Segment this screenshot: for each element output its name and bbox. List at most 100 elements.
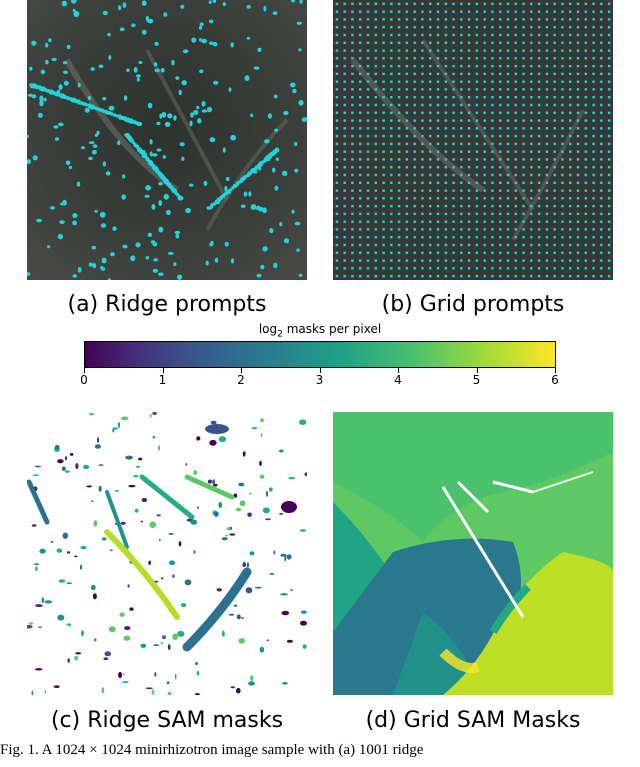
ridge-prompt-point xyxy=(206,206,213,210)
grid-prompt-point xyxy=(359,33,362,37)
ridge-prompt-point xyxy=(209,243,213,247)
ridge-prompt-point xyxy=(212,42,218,47)
grid-prompt-point xyxy=(569,204,572,208)
grid-prompt-point xyxy=(390,127,393,130)
grid-prompt-point xyxy=(514,33,517,37)
grid-prompt-point xyxy=(569,259,572,262)
mask-blob xyxy=(248,681,255,686)
ridge-prompt-point xyxy=(122,2,127,8)
grid-prompt-point xyxy=(522,173,525,177)
grid-prompt-point xyxy=(607,243,611,247)
grid-prompt-point xyxy=(561,158,564,161)
mask-blob xyxy=(158,538,161,542)
grid-prompt-point xyxy=(374,96,377,99)
grid-prompt-point xyxy=(553,80,556,83)
grid-prompt-point xyxy=(467,204,471,208)
ridge-prompt-point xyxy=(191,37,197,43)
mask-blob xyxy=(152,435,156,439)
grid-prompt-point xyxy=(545,150,549,153)
mask-blob xyxy=(286,639,293,643)
ridge-prompt-point xyxy=(290,82,296,88)
grid-prompt-point xyxy=(405,204,409,208)
ridge-prompt-point xyxy=(63,70,68,75)
grid-prompt-point xyxy=(600,173,603,177)
ridge-prompt-point xyxy=(246,5,251,9)
grid-prompt-point xyxy=(397,80,401,83)
mask-blob xyxy=(58,579,66,583)
grid-prompt-point xyxy=(429,259,432,262)
grid-prompt-point xyxy=(397,2,401,6)
mask-blob xyxy=(145,687,153,690)
grid-prompt-point xyxy=(499,259,502,262)
ridge-prompt-point xyxy=(81,146,85,150)
grid-prompt-point xyxy=(374,111,377,114)
grid-prompt-point xyxy=(592,103,595,107)
grid-prompt-point xyxy=(561,88,564,91)
grid-prompt-point xyxy=(514,212,517,216)
grid-prompt-point xyxy=(553,166,556,169)
grid-prompt-point xyxy=(452,111,455,114)
grid-prompt-point xyxy=(429,57,432,60)
ridge-prompt-point xyxy=(207,106,213,113)
grid-prompt-point xyxy=(359,173,362,177)
grid-prompt-point xyxy=(405,127,409,130)
caption-d: (d) Grid SAM Masks xyxy=(365,708,581,733)
colorbar-tick-label: 2 xyxy=(237,373,245,387)
grid-prompt-point xyxy=(522,10,525,13)
ridge-prompt-point xyxy=(149,139,153,145)
grid-prompt-point xyxy=(429,236,432,239)
grid-prompt-point xyxy=(351,259,354,262)
grid-prompt-point xyxy=(561,181,564,184)
grid-prompt-point xyxy=(483,181,486,184)
grid-prompt-point xyxy=(343,111,346,114)
mask-blob xyxy=(151,689,155,695)
grid-prompt-point xyxy=(537,119,541,122)
grid-prompt-point xyxy=(499,166,502,169)
ridge-prompt-point xyxy=(98,64,104,69)
grid-prompt-point xyxy=(491,212,494,216)
grid-prompt-point xyxy=(569,236,572,239)
grid-prompt-point xyxy=(413,220,416,223)
grid-prompt-point xyxy=(343,212,346,216)
mask-blob xyxy=(279,449,284,453)
grid-prompt-point xyxy=(506,220,510,223)
grid-prompt-point xyxy=(436,64,440,68)
grid-prompt-point xyxy=(576,119,580,122)
grid-prompt-point xyxy=(545,166,549,169)
ridge-prompt-point xyxy=(73,11,80,17)
ridge-prompt-point xyxy=(298,273,303,277)
grid-prompt-point xyxy=(421,228,424,231)
grid-prompt-point xyxy=(475,127,479,130)
grid-prompt-point xyxy=(429,267,432,270)
ridge-prompt-point xyxy=(94,209,98,213)
grid-prompt-point xyxy=(576,111,580,114)
ridge-prompt-point xyxy=(122,174,126,179)
grid-prompt-point xyxy=(374,72,377,76)
grid-prompt-point xyxy=(343,236,346,239)
mask-blob xyxy=(140,520,144,523)
grid-prompt-point xyxy=(366,150,370,153)
grid-prompt-point xyxy=(335,80,339,83)
grid-prompt-point xyxy=(514,142,517,146)
grid-prompt-point xyxy=(343,267,346,270)
grid-prompt-point xyxy=(390,189,393,192)
grid-prompt-point xyxy=(561,64,564,68)
grid-prompt-point xyxy=(475,111,479,114)
grid-prompt-point xyxy=(359,150,362,153)
grid-prompt-point xyxy=(366,212,370,216)
grid-prompt-point xyxy=(607,103,611,107)
grid-prompt-point xyxy=(413,80,416,83)
grid-prompt-point xyxy=(413,72,416,76)
grid-prompt-point xyxy=(351,181,354,184)
grid-prompt-point xyxy=(359,267,362,270)
colorbar-tick-label: 0 xyxy=(80,373,88,387)
grid-prompt-point xyxy=(545,243,549,247)
mask-blob xyxy=(196,436,201,441)
grid-prompt-point xyxy=(452,80,455,83)
grid-prompt-point xyxy=(436,41,440,44)
grid-prompt-point xyxy=(436,111,440,114)
mask-blob xyxy=(88,412,95,416)
grid-prompt-point xyxy=(397,267,401,270)
grid-prompt-point xyxy=(600,96,603,99)
grid-prompt-point xyxy=(499,80,502,83)
